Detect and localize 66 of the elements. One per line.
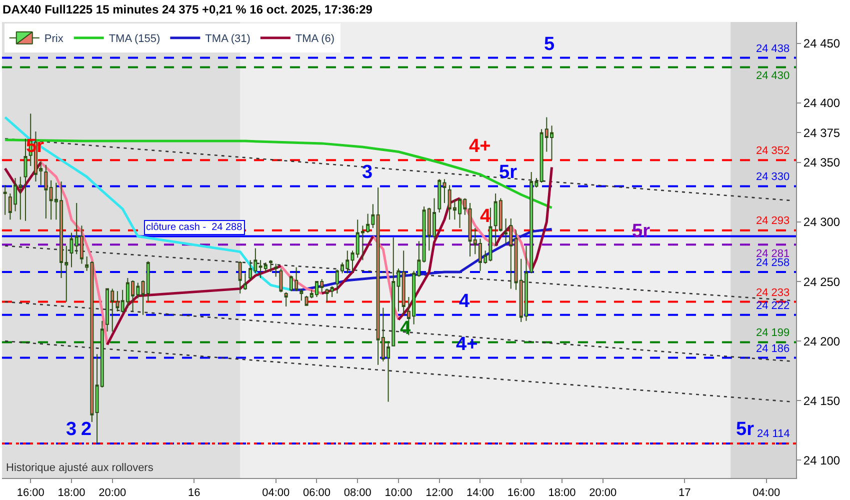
- y-tick-label: 24 100: [803, 453, 840, 468]
- legend-label: Prix: [44, 33, 64, 46]
- candlestick: [70, 232, 74, 268]
- candlestick: [330, 286, 334, 298]
- x-tick-label: 04:00: [752, 487, 780, 500]
- ref-line-label: 24 114: [757, 428, 790, 440]
- candlestick: [269, 260, 273, 273]
- x-tick-label: 20:00: [98, 487, 126, 500]
- x-tick-label: 08:00: [344, 487, 372, 500]
- candlestick: [238, 260, 242, 294]
- annotation: Historique ajusté aux rollovers: [6, 462, 154, 474]
- ref-line-label: 24 430: [756, 70, 790, 82]
- x-tick-label: 16:00: [507, 487, 535, 500]
- ref-line-label: clôture cash - 24 288: [146, 222, 243, 233]
- y-tick-label: 24 450: [803, 36, 840, 51]
- ref-line-label: 24 233: [756, 287, 790, 299]
- y-tick-label: 24 350: [803, 156, 840, 170]
- ref-line-label: 24 222: [756, 300, 790, 312]
- y-tick-label: 24 375: [803, 126, 840, 140]
- x-tick-label: 04:00: [262, 487, 290, 500]
- ref-line-label: 24 352: [756, 145, 790, 157]
- annotation: 3: [66, 419, 77, 440]
- x-tick-label: 18:00: [548, 487, 576, 500]
- annotation: 4+: [469, 136, 491, 157]
- x-tick-label: 17: [678, 487, 691, 500]
- ref-line-label: 24 293: [756, 215, 790, 227]
- candlestick: [44, 164, 48, 219]
- candlestick: [3, 184, 7, 216]
- line-series: [4, 116, 292, 292]
- annotation: 5: [544, 34, 555, 55]
- candlestick: [24, 138, 28, 222]
- annotation: 4: [459, 291, 470, 312]
- y-tick-label: 24 200: [803, 334, 840, 348]
- x-tick-label: 16:00: [16, 487, 44, 500]
- candlestick: [300, 288, 304, 302]
- annotation: 5r: [736, 419, 755, 440]
- legend-label: TMA (155): [108, 33, 160, 46]
- candlestick: [274, 263, 278, 278]
- ref-line-label: 24 330: [756, 171, 790, 183]
- ref-line-label: 24 199: [756, 327, 790, 339]
- x-tick-label: 10:00: [384, 487, 412, 500]
- x-tick-label: 06:00: [302, 487, 331, 500]
- x-tick-label: 14:00: [466, 487, 494, 500]
- ref-line-label: 24 438: [756, 43, 790, 55]
- x-tick-label: 12:00: [426, 487, 454, 500]
- y-tick-label: 24 250: [803, 274, 840, 289]
- annotation: 5r: [499, 162, 518, 183]
- x-tick-label: 18:00: [58, 487, 86, 500]
- x-tick-label: 20:00: [589, 487, 617, 500]
- chart-title: DAX40 Full1225 15 minutes 24 375 +0,21 % 16 oct. 2025, 17:36:29: [2, 2, 373, 16]
- candlestick: [279, 268, 283, 293]
- candlestick: [243, 272, 247, 290]
- y-tick-label: 24 150: [803, 394, 840, 408]
- candlestick: [402, 250, 406, 316]
- line-series: [4, 138, 554, 209]
- annotation: 3: [362, 162, 373, 183]
- y-tick-label: 24 300: [803, 215, 840, 230]
- ref-line-label: 24 258: [756, 257, 790, 269]
- x-tick-label: 16: [188, 487, 200, 500]
- candlestick: [325, 288, 329, 302]
- candlestick: [284, 292, 288, 308]
- ref-line-label: 24 186: [756, 343, 790, 355]
- y-tick-label: 24 400: [803, 96, 840, 110]
- legend-label: TMA (6): [295, 33, 335, 46]
- annotation: 2: [81, 419, 92, 440]
- legend-label: TMA (31): [205, 33, 250, 46]
